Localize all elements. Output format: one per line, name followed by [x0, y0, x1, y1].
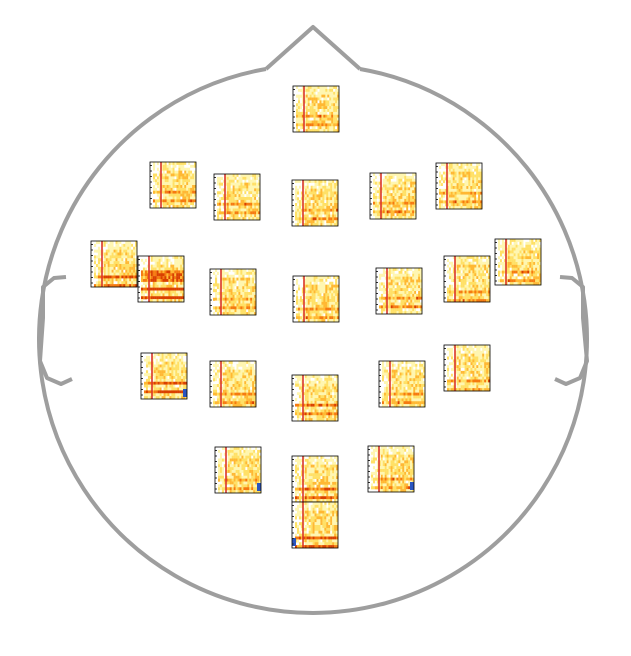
- electrode-panel: [494, 238, 542, 286]
- electrode-panel: [90, 240, 138, 288]
- electrode-panel: [443, 255, 491, 303]
- electrode-panel: [140, 352, 188, 400]
- left-ear: [38, 275, 73, 386]
- electrode-panel: [369, 172, 417, 220]
- electrode-panel: [292, 275, 340, 323]
- electrode-panel: [443, 344, 491, 392]
- nose: [264, 25, 362, 71]
- electrode-panel: [292, 85, 340, 133]
- head-circle: [37, 67, 589, 615]
- electrode-panel: [367, 445, 415, 493]
- electrode-panel: [378, 360, 426, 408]
- electrode-panel: [291, 501, 339, 549]
- electrode-panel: [214, 446, 262, 494]
- electrode-panel: [291, 179, 339, 227]
- electrode-panel: [375, 267, 423, 315]
- electrode-panel: [137, 255, 185, 303]
- electrode-panel: [213, 173, 261, 221]
- head-outline: [37, 25, 589, 615]
- electrode-panel: [209, 360, 257, 408]
- electrode-panel: [291, 455, 339, 503]
- electrode-panel: [291, 374, 339, 422]
- electrode-panel: [435, 162, 483, 210]
- electrode-panels: [90, 85, 542, 549]
- electrode-panel: [209, 268, 257, 316]
- right-ear: [554, 275, 589, 386]
- electrode-panel: [149, 161, 197, 209]
